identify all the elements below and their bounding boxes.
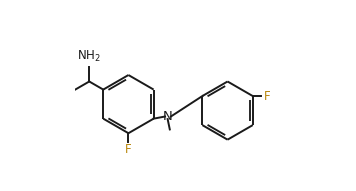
Text: NH$_2$: NH$_2$ — [77, 49, 101, 64]
Text: N: N — [163, 110, 173, 123]
Text: F: F — [125, 143, 132, 156]
Text: F: F — [263, 90, 270, 103]
